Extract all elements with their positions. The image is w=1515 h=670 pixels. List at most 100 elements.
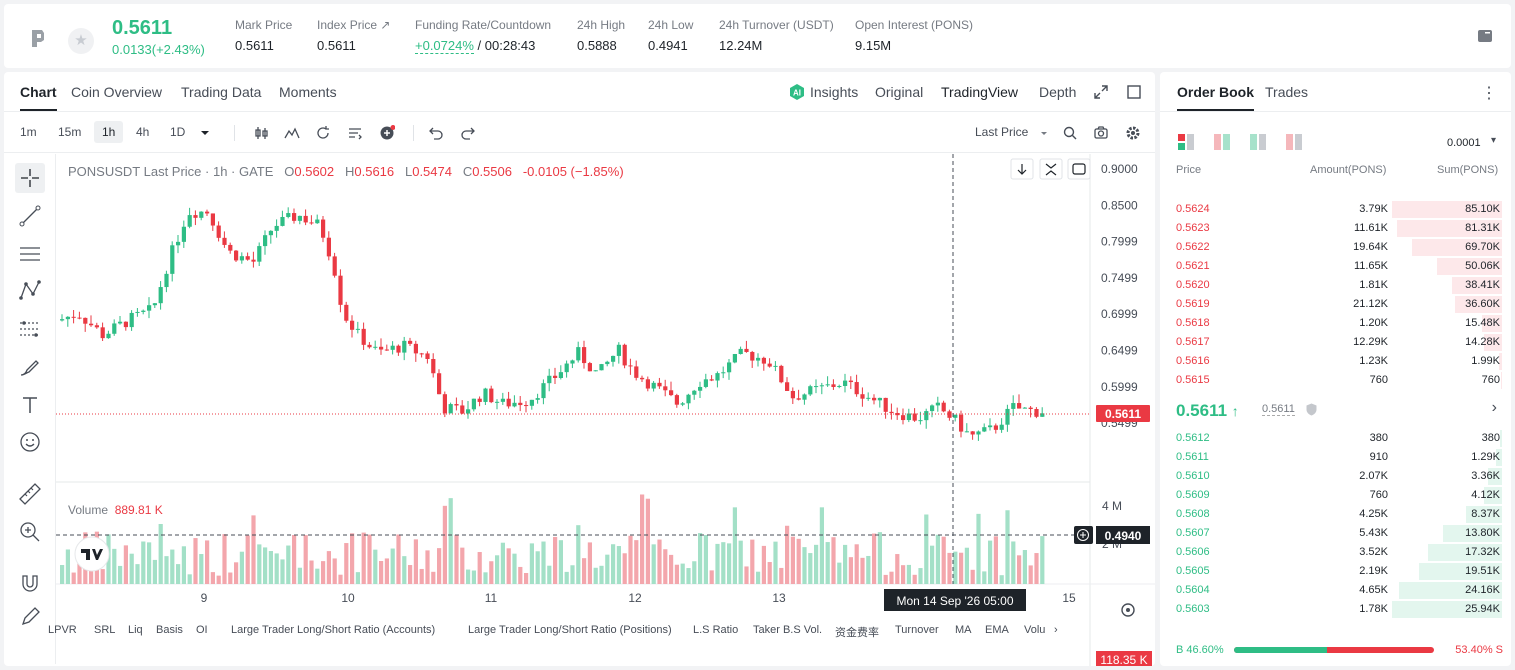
bid-row[interactable]: 0.5609 760 4.12K [1176,486,1502,505]
chevron-down-icon[interactable] [1036,125,1052,141]
emoji-tool[interactable] [15,427,45,457]
camera-icon[interactable] [1093,125,1109,141]
settings-gear-icon[interactable] [1125,125,1141,141]
bid-row[interactable]: 0.5607 5.43K 13.80K [1176,524,1502,543]
ask-row[interactable]: 0.5618 1.20K 15.48K [1176,314,1502,333]
indicator-item[interactable]: MA [955,624,972,636]
indicator-item[interactable]: Liq [128,624,143,636]
magnet-tool[interactable] [15,568,45,598]
redo-icon[interactable] [460,125,476,141]
indicator-item[interactable]: Volu [1024,624,1046,636]
tab-moments[interactable]: Moments [279,84,337,100]
indicator-item[interactable]: 资金费率 [835,627,879,639]
ask-row[interactable]: 0.5619 21.12K 36.60K [1176,295,1502,314]
candles-icon[interactable] [254,125,270,141]
bid-row[interactable]: 0.5611 910 1.29K [1176,448,1502,467]
book-both-view-icon[interactable] [1178,134,1194,150]
undo-icon[interactable] [428,125,444,141]
fullscreen-button[interactable] [1067,158,1091,180]
ask-row[interactable]: 0.5616 1.23K 1.99K [1176,352,1502,371]
indicator-item[interactable]: Basis [156,624,183,636]
timeframe-1m[interactable]: 1m [20,125,37,139]
stat-funding-rate[interactable]: Funding Rate/Countdown +0.0724% / 00:28:… [415,18,551,54]
row-amount: 5.43K [1359,527,1388,539]
timeframe-15m[interactable]: 15m [58,125,82,139]
channel-tool[interactable] [15,239,45,269]
replay-icon[interactable] [315,125,331,141]
volume-bar [355,572,360,584]
fib-tool[interactable] [15,314,45,344]
ask-row[interactable]: 0.5622 19.64K 69.70K [1176,238,1502,257]
timeframe-4h[interactable]: 4h [136,125,150,139]
price-type-select[interactable]: Last Price [975,125,1029,139]
tab-chart[interactable]: Chart [20,84,57,111]
collapse-button[interactable] [1039,158,1063,180]
book-bids-view-icon[interactable] [1250,134,1266,150]
ask-row[interactable]: 0.5623 11.61K 81.31K [1176,219,1502,238]
favorite-star-icon[interactable]: ★ [68,28,94,54]
book-asks-view-icon[interactable] [1286,134,1302,150]
bid-row[interactable]: 0.5606 3.52K 17.32K [1176,543,1502,562]
zoom-tool[interactable] [15,517,45,547]
bid-row[interactable]: 0.5608 4.25K 8.37K [1176,505,1502,524]
candlestick-chart[interactable]: 0.9000 0.8500 0.7999 0.7499 0.6999 0.6499 0.59… [56,154,1155,666]
indicator-item[interactable]: LPVR [48,624,77,636]
pattern-tool[interactable] [15,276,45,306]
ask-row[interactable]: 0.5624 3.79K 85.10K [1176,200,1502,219]
chevron-down-icon[interactable] [197,125,213,141]
ask-row[interactable]: 0.5615 760 760 [1176,371,1502,390]
view-original[interactable]: Original [875,84,924,100]
more-vertical-icon[interactable]: ⋮ [1481,85,1497,102]
volume-bar [158,523,163,584]
timeframe-1h[interactable]: 1h [94,121,124,143]
bid-row[interactable]: 0.5610 2.07K 3.36K [1176,467,1502,486]
ai-insights-icon[interactable]: AI [788,83,806,101]
chevron-right-icon[interactable]: › [1491,399,1497,416]
ruler-tool[interactable] [15,479,45,509]
bid-row[interactable]: 0.5604 4.65K 24.16K [1176,581,1502,600]
indicator-item[interactable]: EMA [985,624,1009,636]
chevron-right-icon[interactable]: › [1054,624,1058,636]
volume-bar [622,553,627,584]
view-insights[interactable]: Insights [810,84,859,100]
indicator-item[interactable]: Turnover [895,624,939,636]
indicator-item[interactable]: SRL [94,624,116,636]
bid-row[interactable]: 0.5603 1.78K 25.94K [1176,600,1502,619]
ask-row[interactable]: 0.5620 1.81K 38.41K [1176,276,1502,295]
candle-body [321,219,326,238]
ask-row[interactable]: 0.5617 12.29K 14.28K [1176,333,1502,352]
ask-row[interactable]: 0.5621 11.65K 50.06K [1176,257,1502,276]
precision-select[interactable]: 0.0001 [1447,137,1481,149]
tab-order-book[interactable]: Order Book [1177,84,1255,111]
book-asks-bids-view-icon[interactable] [1214,134,1230,150]
expand-icon[interactable] [1094,85,1108,99]
pencil-tool[interactable] [15,602,45,632]
stat-index-price[interactable]: Index Price ↗ 0.5611 [317,18,390,53]
bid-row[interactable]: 0.5612 380 380 [1176,429,1502,448]
search-icon[interactable] [1062,125,1078,141]
axis-settings-icon[interactable] [1121,603,1135,617]
view-tradingview[interactable]: TradingView [941,84,1019,100]
indicator-item[interactable]: Taker B.S Vol. [753,624,823,636]
text-tool[interactable] [15,390,45,420]
indicator-item[interactable]: L.S Ratio [693,624,739,636]
indicator-item[interactable]: Large Trader Long/Short Ratio (Accounts) [231,624,436,636]
crosshair-tool[interactable] [15,163,45,193]
indicators-icon[interactable] [284,125,300,141]
timeframe-1d[interactable]: 1D [170,125,186,139]
tab-trading-data[interactable]: Trading Data [181,84,262,100]
window-icon[interactable] [1127,85,1141,99]
bid-row[interactable]: 0.5605 2.19K 19.51K [1176,562,1502,581]
tab-coin-overview[interactable]: Coin Overview [71,84,163,100]
indicator-item[interactable]: OI [196,624,208,636]
chevron-down-icon[interactable]: ▾ [1491,135,1497,146]
add-indicator-icon[interactable] [379,125,395,141]
template-icon[interactable] [347,125,363,141]
brush-tool[interactable] [15,352,45,382]
tab-trades[interactable]: Trades [1265,84,1309,100]
volume-bar [640,494,645,584]
book-icon[interactable] [1477,29,1493,43]
indicator-item[interactable]: Large Trader Long/Short Ratio (Positions… [468,624,672,636]
view-depth[interactable]: Depth [1039,84,1077,100]
trend-line-tool[interactable] [15,201,45,231]
